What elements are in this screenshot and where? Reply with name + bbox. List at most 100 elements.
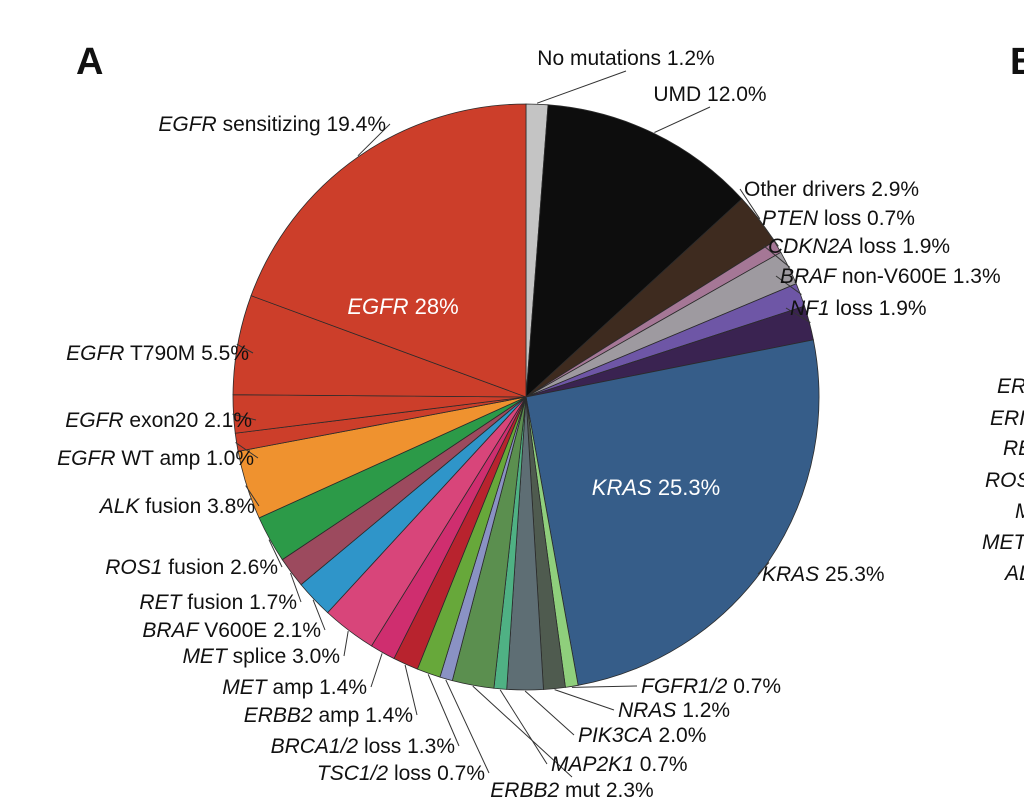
gene-name: ALK <box>98 495 141 518</box>
slice-label-brca1-2-loss: BRCA1/2 loss 1.3% <box>271 735 455 758</box>
pie-slice-kras <box>525 339 820 686</box>
slice-label-met-amp: MET amp 1.4% <box>222 676 367 699</box>
inner-label-value: 28% <box>408 294 458 319</box>
gene-name: KRAS <box>592 475 652 500</box>
panel-label-b: B <box>1010 41 1024 83</box>
leader-line-no-mutations <box>536 70 627 104</box>
leader-line-nf1-loss <box>785 307 811 324</box>
slice-label-value: amp 1.4% <box>313 704 413 727</box>
leader-line-umd <box>654 106 711 133</box>
slice-label-value: V600E 2.1% <box>198 619 321 642</box>
gene-name: CDKN2A <box>768 235 853 258</box>
panel-label-a: A <box>76 41 103 83</box>
inner-label-value: 25.3% <box>652 475 721 500</box>
gene-name: NF1 <box>790 297 830 320</box>
gene-name: TSC1/2 <box>317 762 389 785</box>
panel-b-label: ERI <box>990 407 1024 430</box>
leader-line-kras <box>757 562 770 575</box>
slice-label-value: 2.0% <box>653 724 707 747</box>
slice-label-umd: UMD 12.0% <box>653 83 766 106</box>
inner-label-egfr: EGFR 28% <box>347 294 458 319</box>
slice-label-ros1-fusion: ROS1 fusion 2.6% <box>105 556 278 579</box>
slice-label-value: loss 0.7% <box>388 762 485 785</box>
leader-line-erbb2-amp <box>404 664 418 716</box>
slice-label-value: T790M 5.5% <box>124 342 249 365</box>
slice-label-value: fusion 3.8% <box>139 495 255 518</box>
panel-b-partial-labels: ER ERI RE ROS M MET AL <box>982 375 1024 585</box>
panel-b-label: M <box>1015 500 1024 523</box>
gene-name: ROS1 <box>105 556 162 579</box>
gene-name: FGFR1/2 <box>641 675 728 698</box>
leader-line-braf-v600e <box>312 599 326 631</box>
leader-line-nras <box>554 689 615 711</box>
slice-label-erbb2-mut: ERBB2 mut 2.3% <box>490 779 653 802</box>
gene-name: RET <box>139 591 183 614</box>
gene-name: EGFR <box>65 409 123 432</box>
slice-label-braf-non-v600e: BRAF non-V600E 1.3% <box>780 265 1001 288</box>
gene-name: BRAF <box>142 619 199 642</box>
leader-line-ros1-fusion <box>268 539 283 568</box>
slice-label-value: loss 1.9% <box>853 235 950 258</box>
slice-label-value: loss 1.3% <box>358 735 455 758</box>
leader-line-egfr-t790m <box>236 343 254 354</box>
pie-slice-egfr-sensitizing <box>250 103 527 398</box>
leader-line-erbb2-mut <box>472 685 573 778</box>
slice-label-egfr-wt-amp: EGFR WT amp 1.0% <box>57 447 254 470</box>
slice-label-value: exon20 2.1% <box>124 409 252 432</box>
slice-label-value: splice 3.0% <box>227 645 340 668</box>
leader-line-other-drivers <box>739 188 761 220</box>
slice-label-egfr-exon20: EGFR exon20 2.1% <box>65 409 252 432</box>
panel-b-label: AL <box>1003 562 1024 585</box>
panel-b-label: MET <box>982 531 1024 554</box>
leader-line-met-amp <box>370 653 383 688</box>
slice-label-value: 1.2% <box>676 699 730 722</box>
slice-label-pten-loss: PTEN loss 0.7% <box>762 207 915 230</box>
slice-label-value: fusion 1.7% <box>181 591 297 614</box>
leader-line-cdkn2a-loss <box>763 245 791 268</box>
slice-label-met-splice: MET splice 3.0% <box>182 645 340 668</box>
slice-labels: No mutations 1.2% UMD 12.0% Other drivers … <box>57 47 1000 802</box>
gene-name: ERBB2 <box>490 779 559 802</box>
leader-line-ret-fusion <box>290 572 302 603</box>
leader-line-tsc1-2-loss <box>445 679 490 774</box>
slice-label-value: sensitizing 19.4% <box>217 113 386 136</box>
slice-label-erbb2-amp: ERBB2 amp 1.4% <box>244 704 413 727</box>
leader-line-map2k1 <box>499 689 548 765</box>
gene-name: ERBB2 <box>244 704 313 727</box>
leader-line-pik3ca <box>524 690 575 736</box>
gene-name: PTEN <box>762 207 819 230</box>
slice-label-value: amp 1.4% <box>267 676 367 699</box>
leader-line-braf-non-v600e <box>775 275 802 295</box>
slice-label-tsc1-2-loss: TSC1/2 loss 0.7% <box>317 762 485 785</box>
leader-line-brca1-2-loss <box>427 674 460 747</box>
slice-label-value: 25.3% <box>819 563 884 586</box>
slice-label-pik3ca: PIK3CA 2.0% <box>578 724 706 747</box>
slice-label-value: non-V600E 1.3% <box>836 265 1001 288</box>
leader-line-egfr-wt-amp <box>235 442 259 459</box>
slice-label-nras: NRAS 1.2% <box>618 699 730 722</box>
slice-label-value: 0.7% <box>634 753 688 776</box>
gene-name: EGFR <box>57 447 115 470</box>
slice-label-braf-v600e: BRAF V600E 2.1% <box>142 619 321 642</box>
leader-lines <box>232 70 811 778</box>
slice-label-value: WT amp 1.0% <box>116 447 255 470</box>
panel-b-label: ER <box>997 375 1024 398</box>
panel-b-label: ROS <box>985 469 1024 492</box>
leader-line-egfr-sensitizing <box>357 123 391 157</box>
slice-label-value: loss 0.7% <box>818 207 915 230</box>
leader-line-pten-loss <box>757 217 779 247</box>
gene-name: EGFR <box>347 294 408 319</box>
pie-slice-umd <box>525 104 743 398</box>
gene-name: BRAF <box>780 265 837 288</box>
gene-name: MET <box>182 645 229 668</box>
gene-name: MAP2K1 <box>551 753 634 776</box>
slice-label-other-drivers: Other drivers 2.9% <box>744 178 919 201</box>
slice-label-no-mutations: No mutations 1.2% <box>537 47 714 70</box>
slice-label-egfr-sensitizing: EGFR sensitizing 19.4% <box>158 113 386 136</box>
gene-name: KRAS <box>762 563 819 586</box>
slice-label-egfr-t790m: EGFR T790M 5.5% <box>66 342 249 365</box>
gene-name: NRAS <box>618 699 676 722</box>
gene-name: BRCA1/2 <box>271 735 359 758</box>
slice-label-value: fusion 2.6% <box>162 556 278 579</box>
